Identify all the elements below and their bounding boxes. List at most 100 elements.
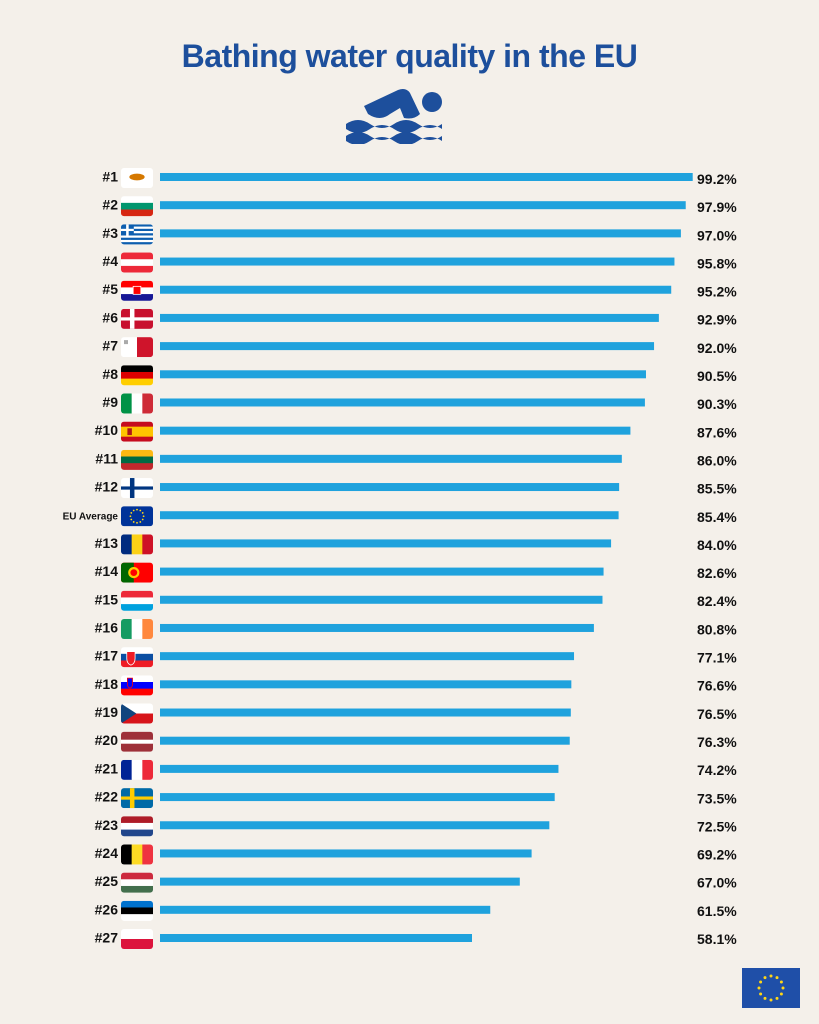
flag-croatia-icon [121,280,153,301]
bar [160,849,532,858]
bar-row: #17 77.1% [95,647,737,668]
bar-row: #8 90.5% [102,365,737,386]
category-label: #18 [95,676,119,692]
bar-row: #11 86.0% [95,449,737,470]
value-label: 82.6% [697,565,737,581]
flag-romania-icon [121,534,153,555]
bar-row: #21 74.2% [95,759,737,780]
bar [160,511,619,520]
bar [160,454,622,463]
value-label: 95.8% [697,255,737,271]
bar-row: #1 99.2% [102,168,737,188]
bar [160,173,693,181]
value-label: 76.6% [697,678,737,694]
flag-sweden-icon [121,788,153,809]
bar [160,877,520,886]
bar [160,229,681,238]
flag-bulgaria-icon [121,196,153,217]
bar-row: #15 82.4% [95,590,737,611]
category-label: #22 [95,789,119,805]
flag-france-icon [121,759,153,780]
bar-row: #26 61.5% [95,900,737,921]
category-label: #9 [102,394,118,410]
category-label: #27 [95,930,119,946]
bar [160,934,472,942]
value-label: 87.6% [697,424,737,440]
bar-row: #19 76.5% [95,703,737,724]
flag-slovenia-icon [121,675,153,696]
bar [160,680,572,689]
bar [160,764,559,773]
bar [160,595,603,604]
flag-germany-icon [121,365,153,386]
flag-austria-icon [121,252,153,273]
category-label: #6 [102,309,118,325]
category-label: #24 [95,845,119,861]
value-label: 74.2% [697,762,737,778]
bar [160,285,672,294]
flag-belgium-icon [121,844,153,865]
flag-hungary-icon [121,872,153,893]
flag-spain-icon [121,421,153,442]
value-label: 84.0% [697,537,737,553]
bar [160,313,659,322]
bar-row: #7 92.0% [102,337,737,358]
bar [160,821,550,830]
flag-finland-icon [121,478,153,499]
value-label: 67.0% [697,875,737,891]
swimmer-icon [346,89,442,144]
value-label: 77.1% [697,650,737,666]
value-label: 80.8% [697,621,737,637]
value-label: 69.2% [697,847,737,863]
value-label: 95.2% [697,284,737,300]
category-label: EU Average [63,512,119,523]
category-label: #3 [102,225,118,241]
eu-flag-icon [742,968,800,1008]
bar-row: #25 67.0% [95,872,737,893]
flag-portugal-icon [121,562,153,583]
category-label: #20 [95,732,119,748]
category-label: #25 [95,873,119,889]
bar-row: #3 97.0% [102,224,737,245]
category-label: #19 [95,704,119,720]
bar [160,736,570,745]
flag-poland-icon [121,929,153,949]
bar-row: #13 84.0% [95,534,737,555]
bar-row: #27 58.1% [95,929,737,949]
bar-row: #9 90.3% [102,393,737,414]
bar [160,398,645,407]
category-label: #7 [102,338,118,354]
category-label: #1 [102,169,118,185]
bar [160,905,491,914]
category-label: #13 [95,535,119,551]
flag-malta-icon [121,337,153,358]
bar [160,257,675,266]
flag-cyprus-icon [121,168,153,188]
flag-czechia-icon [121,703,153,724]
category-label: #5 [102,281,118,297]
value-label: 97.9% [697,199,737,215]
value-label: 85.5% [697,481,737,497]
flag-netherlands-icon [121,816,153,837]
flag-estonia-icon [121,900,153,921]
flag-denmark-icon [121,308,153,329]
bar-row: #2 97.9% [102,196,737,217]
category-label: #14 [95,563,119,579]
value-label: 99.2% [697,171,737,187]
category-label: #26 [95,901,119,917]
flag-italy-icon [121,393,153,414]
value-label: 61.5% [697,903,737,919]
value-label: 92.0% [697,340,737,356]
bar-row: #20 76.3% [95,731,737,752]
flag-eu-icon [121,506,153,527]
bar-row: #4 95.8% [102,252,737,273]
bar-row: #10 87.6% [95,421,737,442]
bar [160,370,646,379]
bar [160,539,612,548]
category-label: #2 [102,197,118,213]
flag-luxembourg-icon [121,590,153,611]
flag-ireland-icon [121,618,153,639]
bar [160,793,555,802]
bar [160,623,594,632]
category-label: #15 [95,591,119,607]
